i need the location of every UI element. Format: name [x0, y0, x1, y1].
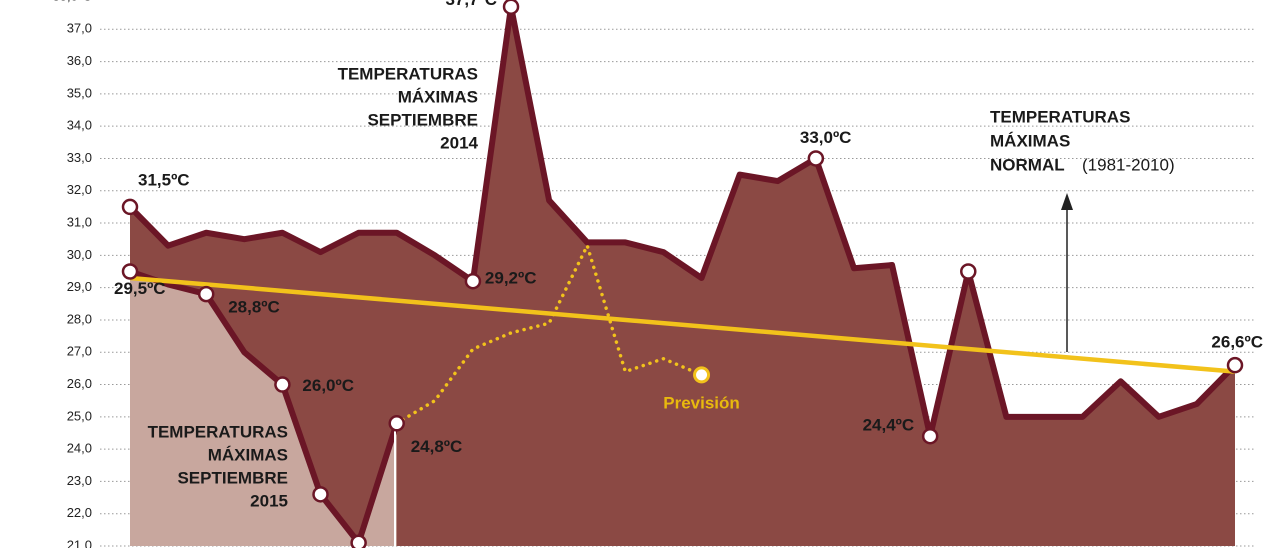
annotation: NORMAL — [990, 155, 1065, 174]
data-label: 29,5ºC — [114, 279, 166, 298]
area — [130, 6, 1235, 547]
data-label: 37,7ºC — [445, 0, 497, 9]
point — [121, 263, 139, 280]
data-label: 33,0ºC — [800, 128, 852, 147]
area — [130, 271, 397, 546]
y-tick-label: 33,0 — [67, 150, 92, 165]
y-tick-label: 22,0 — [67, 505, 92, 520]
point — [1226, 356, 1244, 374]
y-tick-label: 26,0 — [67, 376, 92, 391]
y-tick-label: 37,0 — [67, 21, 92, 36]
y-tick-label: 23,0 — [67, 473, 92, 488]
arrow-head — [1061, 193, 1073, 210]
trend-line — [129, 275, 1236, 374]
y-tick-label: 28,0 — [67, 311, 92, 326]
forecast-label: Previsión — [663, 393, 740, 412]
y-tick-label: 30,0 — [67, 247, 92, 262]
annotation: MÁXIMAS — [990, 131, 1070, 150]
y-tick-label: 21,0 — [67, 537, 92, 548]
y-tick-label: 29,0 — [67, 279, 92, 294]
y-tick-label: 36,0 — [67, 53, 92, 68]
annotation: MÁXIMAS — [208, 445, 288, 464]
annotation: TEMPERATURAS — [990, 107, 1130, 126]
data-label: 31,5ºC — [138, 170, 190, 189]
point — [350, 534, 367, 548]
point — [921, 427, 939, 445]
data-label: 28,8ºC — [228, 298, 280, 317]
annotation: SEPTIEMBRE — [177, 468, 288, 487]
y-tick-label: 38,0ºC — [53, 0, 92, 3]
annotation: TEMPERATURAS — [338, 64, 478, 83]
point — [121, 198, 139, 216]
y-tick-label: 35,0 — [67, 85, 92, 100]
line — [129, 268, 400, 546]
annotation: 2014 — [440, 133, 478, 152]
annotation: SEPTIEMBRE — [367, 110, 478, 129]
data-label: 26,6ºC — [1211, 333, 1263, 352]
y-tick-label: 25,0 — [67, 408, 92, 423]
y-tick-label: 31,0 — [67, 214, 92, 229]
data-label: 29,2ºC — [485, 269, 537, 288]
annotation-period: (1981-2010) — [1082, 155, 1175, 174]
y-tick-label: 24,0 — [67, 441, 92, 456]
line — [127, 3, 1238, 440]
data-label: 24,8ºC — [411, 437, 463, 456]
y-tick-label: 27,0 — [67, 344, 92, 359]
point — [807, 150, 825, 167]
point — [464, 272, 482, 290]
point — [502, 0, 520, 15]
y-tick-label: 34,0 — [67, 118, 92, 133]
point — [960, 263, 977, 280]
point — [274, 376, 291, 393]
forecast-point — [693, 366, 711, 384]
point — [197, 285, 215, 303]
annotation: 2015 — [250, 491, 288, 510]
data-label: 24,4ºC — [863, 416, 915, 435]
point — [388, 415, 405, 432]
annotation: TEMPERATURAS — [148, 422, 288, 441]
data-label: 26,0ºC — [302, 376, 354, 395]
annotation: MÁXIMAS — [398, 87, 478, 106]
point — [312, 486, 329, 503]
y-tick-label: 32,0 — [67, 182, 92, 197]
line — [394, 243, 704, 426]
